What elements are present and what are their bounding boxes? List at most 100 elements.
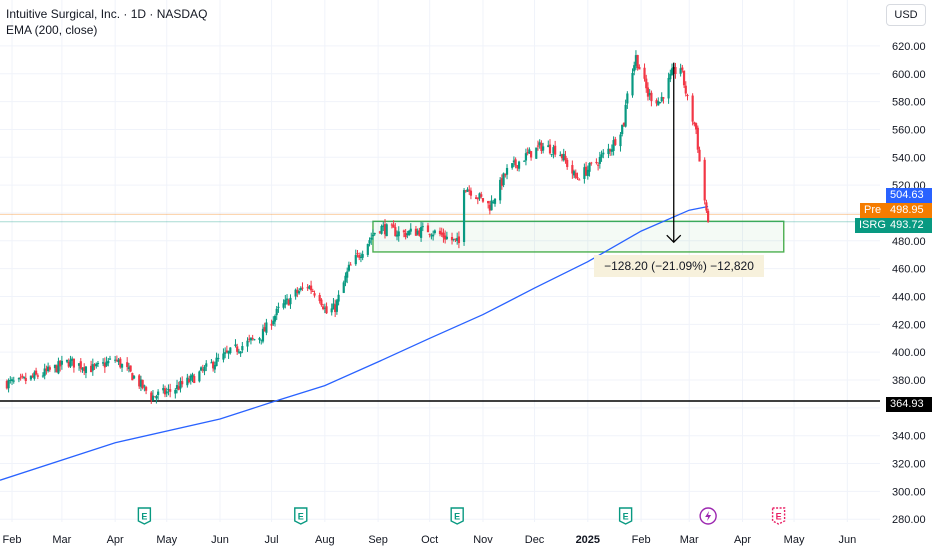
- x-tick-label: Nov: [473, 534, 493, 546]
- candle-body: [334, 304, 337, 313]
- candle-body: [493, 198, 497, 204]
- candle-body: [108, 358, 112, 360]
- ema-price-label: 504.63: [886, 188, 932, 203]
- candle-body: [344, 275, 347, 283]
- candle-body: [306, 287, 309, 289]
- candle-body: [560, 154, 564, 159]
- candle-body: [5, 381, 8, 389]
- candle-body: [36, 375, 39, 377]
- indicator-label[interactable]: EMA (200, close): [6, 23, 98, 37]
- candle-body: [631, 72, 634, 96]
- candle-body: [127, 367, 131, 370]
- candle-body: [273, 315, 277, 322]
- candle-body: [275, 308, 278, 316]
- candle-body: [547, 145, 550, 148]
- ema-200-line[interactable]: [0, 205, 709, 481]
- candle-body: [421, 226, 424, 228]
- candle-body: [452, 238, 455, 240]
- candle-body: [120, 363, 124, 368]
- candle-body: [225, 350, 228, 353]
- candle-body: [490, 200, 493, 211]
- candle-body: [7, 380, 10, 389]
- candle-body: [619, 134, 622, 147]
- time-axis[interactable]: Feb Mar Apr May Jun Jul Aug Sep Oct Nov Dec 2025 Feb…: [3, 534, 857, 546]
- candle-body: [502, 173, 505, 185]
- candle-body: [442, 232, 445, 238]
- split-icon[interactable]: [699, 507, 717, 525]
- candle-body: [43, 368, 46, 376]
- candle-body: [433, 230, 436, 234]
- candle-body: [95, 363, 98, 367]
- candle-body: [181, 381, 184, 385]
- chart-legend: Intuitive Surgical, Inc. · 1D · NASDAQ E…: [6, 6, 207, 38]
- candle-body: [349, 264, 352, 266]
- candle-body: [272, 320, 275, 325]
- candle-body: [22, 377, 26, 379]
- candle-body: [662, 97, 665, 99]
- candle-body: [12, 380, 15, 382]
- earnings-icon[interactable]: E: [137, 507, 152, 525]
- candle-body: [382, 225, 385, 227]
- measurement-label[interactable]: −128.20 (−21.09%) −12,820: [594, 255, 764, 277]
- candle-body: [633, 65, 636, 72]
- candle-body: [416, 230, 419, 235]
- candle-body: [430, 235, 433, 237]
- candle-body: [682, 70, 686, 86]
- candle-body: [9, 379, 12, 381]
- svg-text:E: E: [776, 512, 782, 522]
- candle-body: [514, 159, 517, 166]
- candle-body: [669, 73, 672, 80]
- candle-body: [456, 237, 459, 241]
- consolidation-zone[interactable]: [372, 220, 785, 253]
- earnings-icon[interactable]: E: [450, 507, 464, 525]
- symbol-tag: ISRG: [855, 218, 888, 233]
- y-tick-label: 420.00: [892, 319, 926, 331]
- candle-body: [19, 377, 22, 379]
- candle-body: [607, 148, 610, 155]
- candle-body: [645, 78, 648, 89]
- candle-body: [71, 358, 74, 361]
- candle-body: [102, 362, 105, 364]
- pre-tag-text: Pre: [864, 204, 882, 216]
- ema-price-value: 504.63: [890, 189, 924, 201]
- candle-body: [67, 361, 70, 367]
- candle-body: [694, 123, 698, 130]
- candle-body: [346, 271, 349, 278]
- candle-body: [129, 365, 132, 372]
- candle-body: [335, 300, 338, 312]
- candle-body: [263, 327, 266, 332]
- earnings-icon[interactable]: E: [294, 507, 308, 525]
- currency-button[interactable]: USD: [886, 4, 926, 26]
- candle-body: [21, 375, 24, 377]
- candle-body: [438, 230, 442, 235]
- upcoming-earnings-icon[interactable]: E: [771, 507, 786, 525]
- candle-body: [466, 189, 469, 192]
- candle-body: [595, 161, 598, 164]
- candle-body: [162, 388, 165, 391]
- candle-body: [474, 197, 478, 199]
- drop-arrow[interactable]: [666, 62, 682, 244]
- candle-body: [342, 282, 345, 293]
- candle-body: [309, 285, 313, 291]
- candle-body: [614, 139, 617, 145]
- x-tick-label: Feb: [632, 534, 651, 546]
- candle-body: [47, 366, 50, 372]
- candles-group: [5, 50, 710, 404]
- candle-body: [610, 149, 613, 152]
- earnings-icon[interactable]: E: [618, 507, 633, 525]
- symbol-title[interactable]: Intuitive Surgical, Inc. · 1D · NASDAQ: [6, 7, 208, 21]
- candle-body: [177, 386, 180, 390]
- y-tick-label: 380.00: [892, 375, 926, 387]
- y-tick-label: 560.00: [892, 124, 926, 136]
- candle-body: [404, 232, 407, 238]
- candle-body: [380, 226, 383, 234]
- candle-body: [559, 154, 562, 156]
- candle-body: [693, 122, 696, 125]
- candle-body: [311, 291, 314, 293]
- candle-body: [468, 189, 471, 191]
- candle-body: [487, 201, 490, 204]
- price-axis[interactable]: 280.00300.00320.00340.00360.00380.00400.…: [892, 41, 926, 526]
- candle-body: [115, 359, 118, 361]
- x-tick-label: Jun: [211, 534, 229, 546]
